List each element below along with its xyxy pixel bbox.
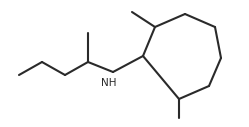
Text: NH: NH — [101, 78, 117, 88]
